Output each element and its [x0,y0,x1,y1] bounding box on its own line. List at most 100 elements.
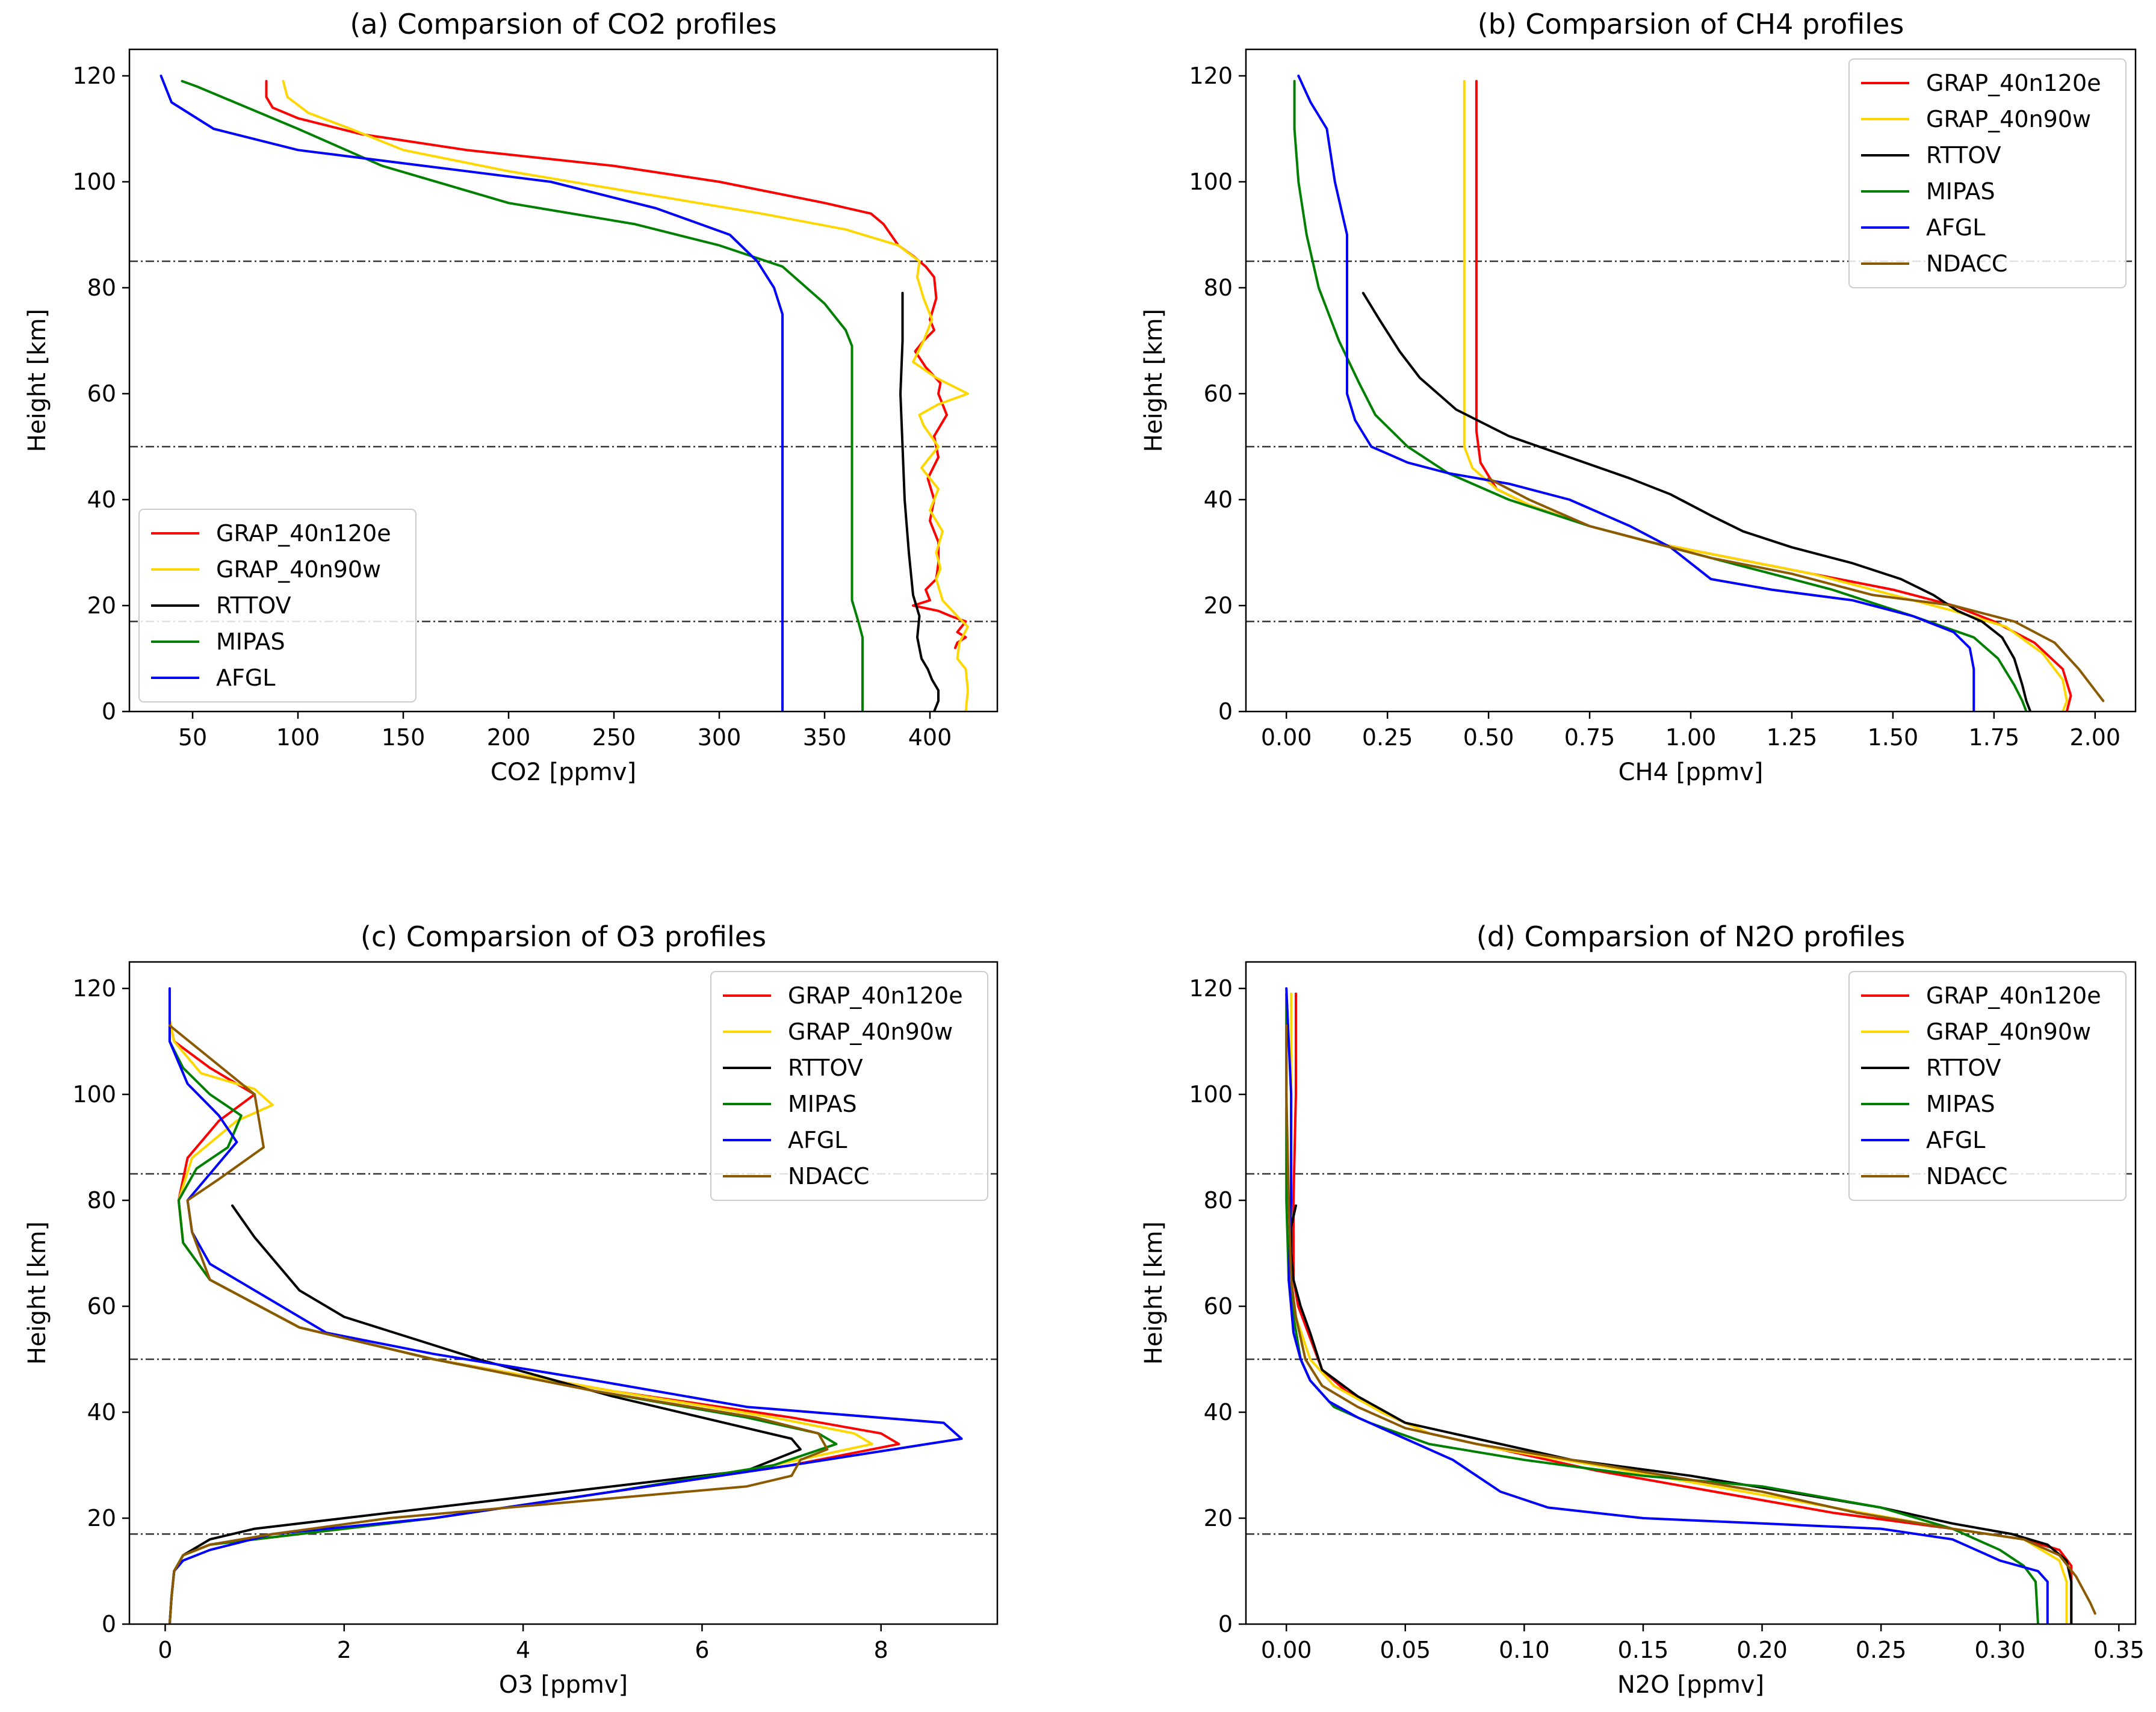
y-tick-label: 40 [1204,486,1233,513]
series-line-afgl [168,987,963,1624]
y-tick-label: 0 [1218,698,1233,725]
series-line-rttov [1290,1204,2073,1624]
y-axis-label: Height [km] [1140,309,1168,452]
x-tick-label: 1.50 [1868,724,1919,751]
legend-label-mipas: MIPAS [788,1091,857,1117]
x-tick-label: 0.25 [1362,724,1413,751]
y-tick-label: 20 [1204,592,1233,619]
y-tick-label: 60 [87,1293,116,1320]
y-tick-label: 20 [87,592,116,619]
y-tick-label: 120 [1189,975,1233,1002]
y-tick-label: 60 [87,380,116,407]
y-tick-label: 40 [87,1399,116,1425]
x-tick-label: 0.05 [1380,1637,1431,1663]
series-group [1293,75,2105,712]
y-tick-label: 100 [72,1081,116,1108]
x-tick-label: 250 [592,724,636,751]
x-tick-label: 0.35 [2093,1637,2145,1663]
y-tick-label: 100 [1189,169,1233,195]
x-tick-label: 0.20 [1736,1637,1788,1663]
legend-label-afgl: AFGL [1926,214,1985,241]
legend-label-ndacc: NDACC [788,1163,869,1189]
x-tick-label: 350 [803,724,847,751]
x-tick-label: 0.30 [1974,1637,2025,1663]
x-tick-label: 6 [695,1637,709,1663]
x-tick-label: 8 [874,1637,888,1663]
y-tick-label: 120 [1189,63,1233,89]
x-tick-label: 0.10 [1499,1637,1550,1663]
series-line-mipas [1293,79,2028,712]
y-axis-label: Height [km] [1140,1221,1168,1365]
y-tick-label: 60 [1204,1293,1233,1320]
series-line-ndacc [1487,477,2105,702]
chart-title: (d) Comparsion of N2O profiles [1476,920,1905,953]
x-tick-label: 0.00 [1261,1637,1312,1663]
x-tick-label: 2.00 [2070,724,2121,751]
y-axis-label: Height [km] [23,309,51,452]
series-line-grap-40n90w [1463,79,2068,712]
x-tick-label: 1.00 [1665,724,1717,751]
legend-label-grap-40n90w: GRAP_40n90w [216,556,381,583]
y-tick-label: 0 [102,698,116,725]
x-tick-label: 4 [516,1637,530,1663]
legend: GRAP_40n120e GRAP_40n90w RTTOV MIPAS AFGL NDA… [1848,971,2127,1201]
x-axis-label: CO2 [ppmv] [491,758,636,786]
y-tick-label: 100 [72,169,116,195]
legend: GRAP_40n120e GRAP_40n90w RTTOV MIPAS AFGL NDA… [710,971,988,1201]
x-axis-label: O3 [ppmv] [499,1671,628,1699]
legend-box [138,509,417,702]
legend-label-grap-40n120e: GRAP_40n120e [1926,70,2101,96]
legend-label-grap-40n90w: GRAP_40n90w [1926,106,2091,132]
x-tick-label: 200 [487,724,531,751]
series-line-ndacc [1285,1024,2096,1615]
legend-label-mipas: MIPAS [216,628,285,655]
legend-label-grap-40n120e: GRAP_40n120e [788,982,963,1009]
panel-d-n2o: (d) Comparsion of N2O profiles 0.00 0.05 0.… [1140,920,2145,1699]
y-tick-label: 40 [87,486,116,513]
y-tick-label: 60 [1204,380,1233,407]
legend: GRAP_40n120e GRAP_40n90w RTTOV MIPAS AFGL NDA… [1848,58,2127,288]
legend-label-afgl: AFGL [788,1127,847,1153]
y-tick-label: 20 [87,1505,116,1531]
x-tick-label: 0.50 [1463,724,1514,751]
series-group [168,987,963,1624]
panel-b-ch4: (b) Comparsion of CH4 profiles 0.00 0.25 0.… [1140,8,2137,786]
x-tick-label: 1.25 [1767,724,1818,751]
series-group [1285,987,2096,1624]
legend: GRAP_40n120e GRAP_40n90w RTTOV MIPAS AFGL [138,509,417,702]
y-axis-label: Height [km] [23,1221,51,1365]
y-tick-label: 80 [1204,274,1233,301]
series-line-rttov [1361,291,2032,712]
legend-label-grap-40n120e: GRAP_40n120e [216,520,391,547]
x-axis-label: N2O [ppmv] [1617,1671,1764,1699]
series-group [160,75,969,712]
legend-label-rttov: RTTOV [1926,142,2001,169]
legend-label-grap-40n90w: GRAP_40n90w [1926,1019,2091,1045]
legend-label-afgl: AFGL [216,665,275,691]
legend-label-rttov: RTTOV [1926,1055,2001,1081]
legend-box [1848,971,2127,1201]
plot-frame [128,961,999,1625]
plot-frame [1245,961,2137,1625]
chart-title: (b) Comparsion of CH4 profiles [1478,8,1904,40]
y-tick-label: 0 [102,1611,116,1637]
y-tick-label: 80 [87,274,116,301]
legend-label-afgl: AFGL [1926,1127,1985,1153]
x-axis-label: CH4 [ppmv] [1619,758,1764,786]
x-tick-label: 0.25 [1856,1637,1907,1663]
legend-label-mipas: MIPAS [1926,1091,1995,1117]
x-tick-label: 0.75 [1564,724,1615,751]
x-tick-label: 2 [337,1637,352,1663]
legend-label-mipas: MIPAS [1926,178,1995,205]
legend-label-grap-40n120e: GRAP_40n120e [1926,982,2101,1009]
legend-label-ndacc: NDACC [1926,250,2007,277]
y-tick-label: 80 [1204,1187,1233,1214]
y-tick-label: 80 [87,1187,116,1214]
x-tick-label: 0 [158,1637,172,1663]
plot-frame [128,48,999,713]
y-tick-label: 120 [72,63,116,89]
legend-box [1848,58,2127,288]
x-tick-label: 400 [908,724,952,751]
y-tick-label: 40 [1204,1399,1233,1425]
